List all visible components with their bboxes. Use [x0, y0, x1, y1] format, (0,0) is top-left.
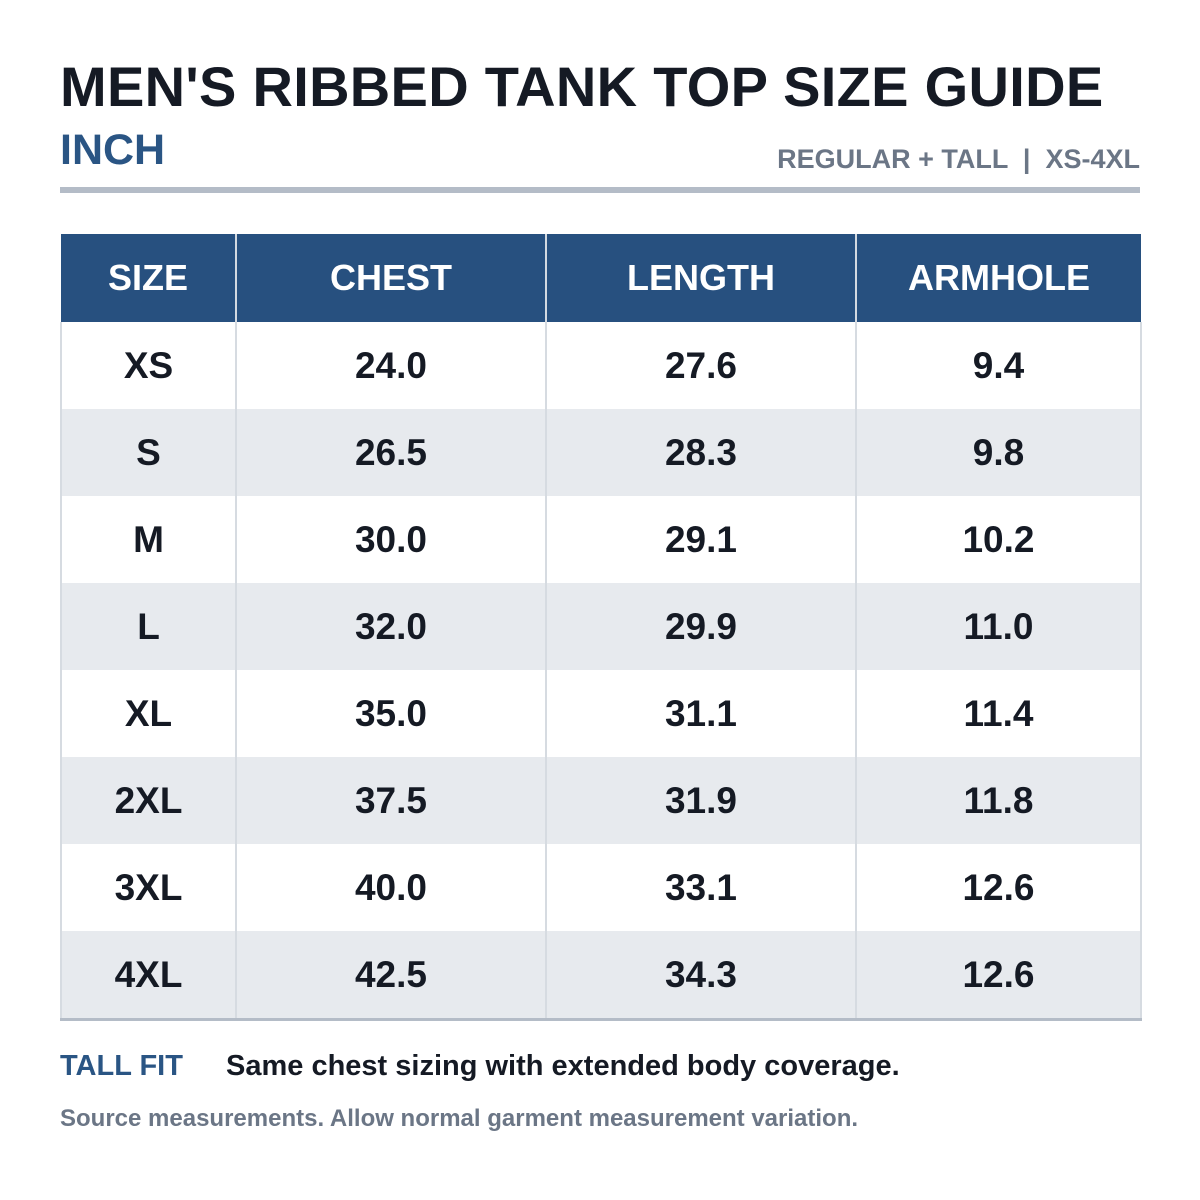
table-row: 4XL 42.5 34.3 12.6	[60, 931, 1142, 1020]
length-cell: 33.1	[545, 844, 856, 931]
column-header-armhole: ARMHOLE	[855, 234, 1141, 322]
size-chart-table: SIZE CHEST LENGTH ARMHOLE XS 24.0 27.6 9…	[60, 234, 1142, 1021]
armhole-cell: 12.6	[855, 931, 1142, 1020]
tall-fit-description: Same chest sizing with extended body cov…	[226, 1050, 900, 1082]
chest-cell: 42.5	[235, 931, 546, 1020]
chest-cell: 37.5	[235, 757, 546, 844]
chest-cell: 35.0	[235, 670, 546, 757]
armhole-cell: 11.4	[855, 670, 1142, 757]
size-cell: XL	[60, 670, 236, 757]
column-header-chest: CHEST	[235, 234, 546, 322]
table-header-row: SIZE CHEST LENGTH ARMHOLE	[61, 234, 1141, 322]
table-row: S 26.5 28.3 9.8	[60, 409, 1142, 496]
table-row: 2XL 37.5 31.9 11.8	[60, 757, 1142, 844]
length-cell: 28.3	[545, 409, 856, 496]
size-cell: M	[60, 496, 236, 583]
size-cell: L	[60, 583, 236, 670]
length-cell: 31.1	[545, 670, 856, 757]
size-cell: 4XL	[60, 931, 236, 1020]
armhole-cell: 9.8	[855, 409, 1142, 496]
size-cell: 2XL	[60, 757, 236, 844]
tall-fit-note: TALL FIT Same chest sizing with extended …	[60, 1050, 900, 1083]
length-cell: 29.9	[545, 583, 856, 670]
size-cell: XS	[60, 322, 236, 409]
chest-cell: 30.0	[235, 496, 546, 583]
size-cell: S	[60, 409, 236, 496]
length-cell: 31.9	[545, 757, 856, 844]
header-divider	[60, 187, 1140, 193]
source-footnote: Source measurements. Allow normal garmen…	[60, 1105, 859, 1132]
armhole-cell: 11.8	[855, 757, 1142, 844]
table-row: L 32.0 29.9 11.0	[60, 583, 1142, 670]
unit-label: INCH	[60, 126, 166, 174]
table-row: 3XL 40.0 33.1 12.6	[60, 844, 1142, 931]
fit-range-label: REGULAR + TALL | XS-4XL	[777, 144, 1140, 174]
tall-fit-label: TALL FIT	[60, 1050, 183, 1082]
column-header-size: SIZE	[61, 234, 236, 322]
armhole-cell: 12.6	[855, 844, 1142, 931]
table-row: XS 24.0 27.6 9.4	[60, 322, 1142, 409]
length-cell: 27.6	[545, 322, 856, 409]
armhole-cell: 11.0	[855, 583, 1142, 670]
chest-cell: 32.0	[235, 583, 546, 670]
table-row: XL 35.0 31.1 11.4	[60, 670, 1142, 757]
length-cell: 34.3	[545, 931, 856, 1020]
armhole-cell: 9.4	[855, 322, 1142, 409]
page-title: MEN'S RIBBED TANK TOP SIZE GUIDE	[60, 55, 1104, 118]
length-cell: 29.1	[545, 496, 856, 583]
column-header-length: LENGTH	[545, 234, 856, 322]
armhole-cell: 10.2	[855, 496, 1142, 583]
chest-cell: 40.0	[235, 844, 546, 931]
chest-cell: 26.5	[235, 409, 546, 496]
chest-cell: 24.0	[235, 322, 546, 409]
table-row: M 30.0 29.1 10.2	[60, 496, 1142, 583]
size-cell: 3XL	[60, 844, 236, 931]
